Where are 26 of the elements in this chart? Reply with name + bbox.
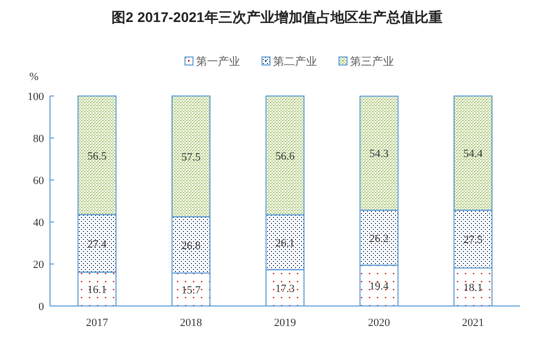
y-axis-title: % <box>29 71 39 83</box>
y-tick-label: 80 <box>33 133 44 145</box>
data-label: 16.1 <box>87 284 107 296</box>
chart-title: 图2 2017-2021年三次产业增加值占地区生产总值比重 <box>112 9 442 25</box>
legend-label: 第三产业 <box>350 55 394 68</box>
y-tick-label: 40 <box>33 217 44 229</box>
data-label: 27.5 <box>463 234 484 246</box>
data-label: 26.1 <box>275 237 295 250</box>
y-tick-label: 100 <box>28 91 44 103</box>
x-tick-label: 2018 <box>180 317 202 329</box>
data-label: 17.3 <box>275 282 296 295</box>
legend-label: 第二产业 <box>273 55 317 68</box>
x-tick-label: 2017 <box>86 317 108 329</box>
y-tick-label: 60 <box>33 175 44 187</box>
data-label: 27.4 <box>87 238 108 250</box>
data-label: 26.8 <box>181 240 202 252</box>
y-tick-label: 20 <box>33 259 44 271</box>
y-tick-label: 0 <box>38 301 44 313</box>
data-label: 19.4 <box>369 280 390 293</box>
data-label: 26.2 <box>369 232 389 245</box>
data-label: 15.7 <box>181 284 202 297</box>
x-tick-label: 2021 <box>462 317 484 329</box>
x-tick-label: 2020 <box>368 317 390 329</box>
data-label: 18.1 <box>463 282 483 294</box>
legend-label: 第一产业 <box>196 55 240 68</box>
x-tick-label: 2019 <box>274 317 296 329</box>
